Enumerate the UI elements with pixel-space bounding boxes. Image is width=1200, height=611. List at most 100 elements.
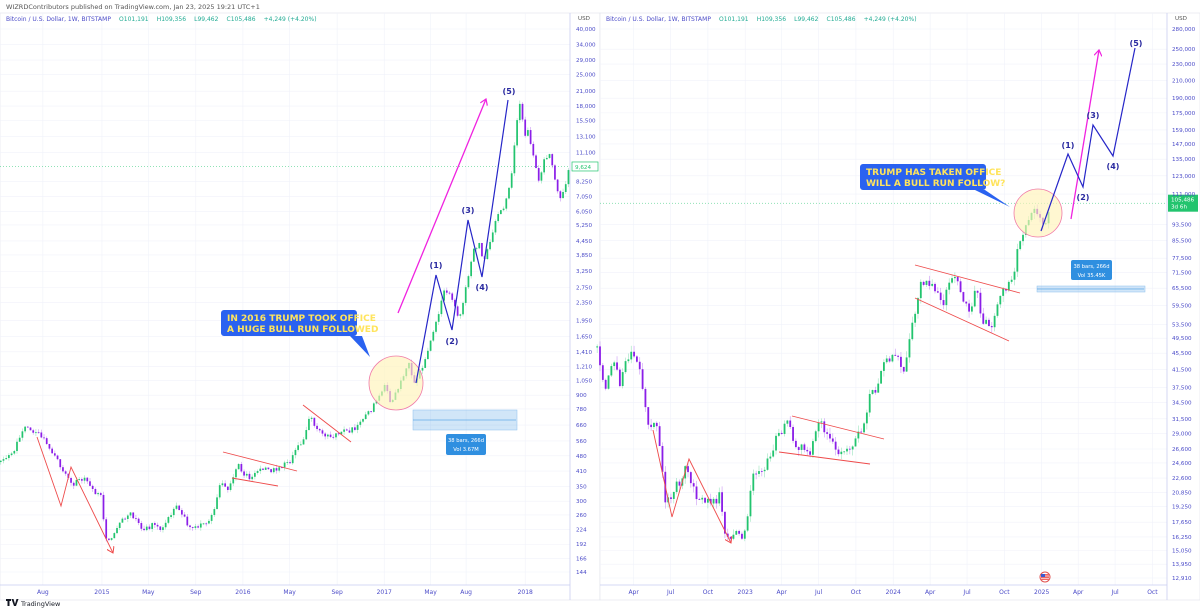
- y-tick-label: 29,000: [576, 58, 596, 64]
- candle-body: [294, 449, 297, 456]
- candle: [475, 246, 478, 251]
- candle-body: [264, 467, 267, 470]
- callout-bubble[interactable]: IN 2016 TRUMP TOOK OFFICE A HUGE BULL RU…: [221, 310, 378, 357]
- candle: [299, 441, 302, 446]
- candle: [370, 411, 372, 414]
- candle: [156, 522, 159, 530]
- candle-body: [181, 510, 183, 515]
- candle: [529, 127, 532, 146]
- candle: [942, 294, 945, 310]
- candle: [348, 427, 351, 433]
- flag-upper-line[interactable]: [914, 264, 1021, 294]
- candle-body: [443, 290, 445, 301]
- candle: [843, 451, 846, 455]
- tradingview-logo[interactable]: TradingView: [6, 599, 61, 608]
- candle-body: [812, 441, 814, 455]
- candle: [518, 100, 521, 124]
- candle: [283, 460, 286, 471]
- candle-body: [803, 444, 806, 450]
- candle: [596, 344, 599, 353]
- candle-body: [26, 426, 29, 428]
- candle: [953, 272, 956, 284]
- us-flag-event-icon[interactable]: [1039, 571, 1051, 583]
- y-tick-label: 135,000: [1172, 157, 1196, 163]
- candle-body: [521, 103, 524, 120]
- candle-body: [56, 455, 59, 460]
- triangle-upper-line[interactable]: [222, 451, 298, 472]
- candle: [769, 452, 772, 462]
- candle-body: [726, 533, 729, 537]
- candle: [772, 444, 775, 458]
- chart-panel-left[interactable]: [0, 12, 601, 601]
- candle-body: [670, 497, 672, 499]
- candle-body: [551, 154, 554, 166]
- wave-label-1: (1): [1062, 141, 1075, 150]
- candle: [459, 313, 462, 319]
- candle-body: [226, 486, 229, 490]
- triangle-upper-line[interactable]: [791, 415, 885, 440]
- candle: [16, 438, 18, 454]
- red-zigzag-trendline[interactable]: [36, 436, 113, 553]
- callout-bubble[interactable]: TRUMP HAS TAKEN OFFICE WILL A BULL RUN F…: [860, 164, 1010, 207]
- drawings-left[interactable]: (1) (2) (3) (4) (5) IN 2016 TRUMP TOOK O…: [36, 87, 518, 553]
- candle: [318, 427, 321, 433]
- candle-body: [698, 499, 701, 500]
- candle: [159, 526, 162, 532]
- candle-body: [928, 280, 931, 286]
- candle: [931, 279, 934, 288]
- elliott-wave-line[interactable]: [1040, 47, 1136, 232]
- candle: [429, 340, 432, 352]
- candle-body: [661, 446, 664, 472]
- candle-body: [16, 441, 18, 452]
- last-price-tag-right: 105,486 3d 6h: [1168, 194, 1198, 212]
- candle: [443, 288, 445, 303]
- drawings-right[interactable]: (1) (2) (3) (4) (5) TRUMP HAS TAKEN OFFI…: [652, 39, 1146, 583]
- publish-info: WIZRDContributors published on TradingVi…: [6, 3, 260, 11]
- candle: [928, 275, 931, 290]
- pink-trend-arrow[interactable]: [397, 99, 486, 314]
- triangle-lower-line[interactable]: [231, 477, 279, 487]
- y-tick-label: 16,250: [1172, 535, 1192, 541]
- flag-lower-line[interactable]: [914, 297, 1010, 342]
- candle-body: [124, 518, 126, 520]
- red-zigzag-trendline[interactable]: [652, 429, 731, 543]
- date-range-measure[interactable]: 38 bars, 266d Vol 35.45K: [1036, 260, 1146, 293]
- candle: [601, 362, 604, 383]
- candle: [624, 357, 627, 374]
- candle: [863, 421, 865, 435]
- candle: [709, 493, 712, 506]
- candle-body: [931, 283, 934, 286]
- candle-body: [939, 292, 942, 301]
- candle-body: [758, 471, 760, 474]
- highlight-circle[interactable]: [368, 355, 424, 411]
- chart-panel-right[interactable]: [596, 12, 1200, 601]
- candle-body: [340, 431, 343, 435]
- candle-body: [432, 331, 435, 341]
- candle-body: [630, 351, 633, 360]
- candle-body: [644, 388, 647, 408]
- candle-body: [337, 433, 340, 435]
- candle: [647, 407, 650, 430]
- date-range-measure[interactable]: 38 bars, 266d Vol 3.67M: [412, 409, 518, 455]
- highlight-circle[interactable]: [1013, 188, 1063, 238]
- candle: [999, 295, 1002, 308]
- pink-trend-arrow[interactable]: [1070, 50, 1099, 220]
- candle: [213, 507, 216, 517]
- candle: [327, 433, 329, 440]
- triangle-lower-line[interactable]: [778, 451, 871, 465]
- candle-body: [335, 433, 337, 438]
- candle: [56, 454, 59, 461]
- wave-label-5: (5): [1130, 39, 1143, 48]
- candle-body: [429, 340, 432, 351]
- candle: [979, 288, 982, 318]
- candle: [831, 433, 834, 444]
- candle: [502, 206, 505, 212]
- elliott-wave-line[interactable]: [415, 99, 509, 384]
- y-tick-label: 45,500: [1172, 351, 1192, 357]
- candle-body: [2, 459, 5, 461]
- candle: [902, 366, 905, 374]
- candle: [72, 481, 75, 490]
- candle-body: [464, 287, 467, 303]
- candle: [286, 459, 289, 465]
- downtrend-line[interactable]: [302, 404, 352, 443]
